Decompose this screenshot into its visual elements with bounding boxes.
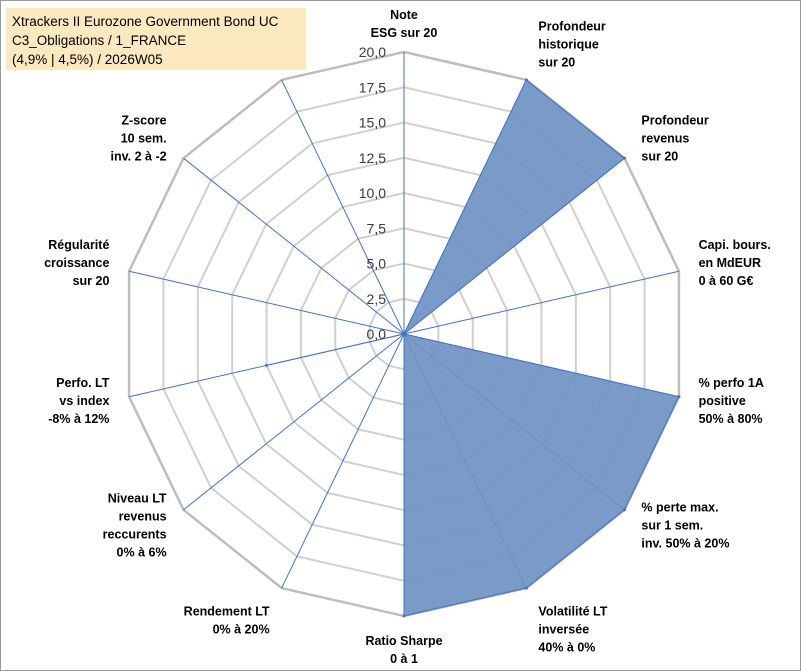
series-point — [265, 363, 269, 367]
axis-label: Rendement LT 0% à 20% — [184, 605, 270, 637]
axis-label: Perfo. LT vs index -8% à 12% — [48, 376, 110, 426]
axis-label: Niveau LT revenus reccurents 0% à 6% — [103, 491, 167, 559]
tick-label: 0,0 — [367, 326, 387, 342]
axis-spoke — [183, 333, 405, 511]
series-point — [524, 586, 528, 590]
axis-label: % perfo 1A positive 50% à 80% — [699, 376, 764, 426]
series-point — [622, 156, 626, 160]
tick-label: 7,5 — [367, 220, 387, 236]
axis-spoke — [403, 270, 680, 335]
tick-label: 5,0 — [367, 256, 387, 272]
tick-label: 17,5 — [359, 79, 386, 95]
axis-label: Profondeur historique sur 20 — [538, 19, 605, 69]
tick-label: 20,0 — [359, 44, 386, 60]
title-line-3: (4,9% | 4,5%) / 2026W05 — [12, 52, 163, 67]
axis-labels: Note ESG sur 20 Profondeur historique sur 20… — [44, 8, 771, 666]
axis-label: Capi. bours. en MdEUR 0 à 60 G€ — [699, 238, 771, 288]
series-point — [524, 78, 528, 82]
title-line-1: Xtrackers II Eurozone Government Bond UC — [12, 14, 279, 29]
tick-label: 2,5 — [367, 291, 387, 307]
chart-title-box: Xtrackers II Eurozone Government Bond UC… — [6, 8, 306, 70]
axis-spoke — [128, 270, 405, 335]
axis-spoke — [281, 79, 405, 335]
series-point — [622, 508, 626, 512]
series-point — [402, 332, 406, 336]
series-point — [402, 614, 406, 618]
axis-spoke — [183, 157, 405, 335]
axis-label: Note ESG sur 20 — [371, 8, 438, 40]
axis-label: Z-score 10 sem. inv. 2 à -2 — [111, 114, 167, 164]
tick-labels: 0,0 2,5 5,0 7,5 10,0 12,5 15,0 17,5 20,0 — [359, 44, 386, 342]
series-layer — [265, 78, 681, 618]
tick-label: 12,5 — [359, 150, 386, 166]
tick-label: 10,0 — [359, 185, 386, 201]
axis-label: % perte max. sur 1 sem. inv. 50% à 20% — [641, 500, 729, 550]
axis-label: Régularité croissance sur 20 — [44, 238, 109, 288]
axis-spoke — [281, 333, 405, 589]
tick-label: 15,0 — [359, 115, 386, 131]
title-line-2: C3_Obligations / 1_FRANCE — [12, 33, 187, 48]
axis-label: Volatilité LT inversée 40% à 0% — [538, 605, 607, 655]
axis-label: Profondeur revenus sur 20 — [641, 114, 708, 164]
axis-label: Ratio Sharpe 0 à 1 — [365, 634, 442, 666]
series-point — [677, 395, 681, 399]
